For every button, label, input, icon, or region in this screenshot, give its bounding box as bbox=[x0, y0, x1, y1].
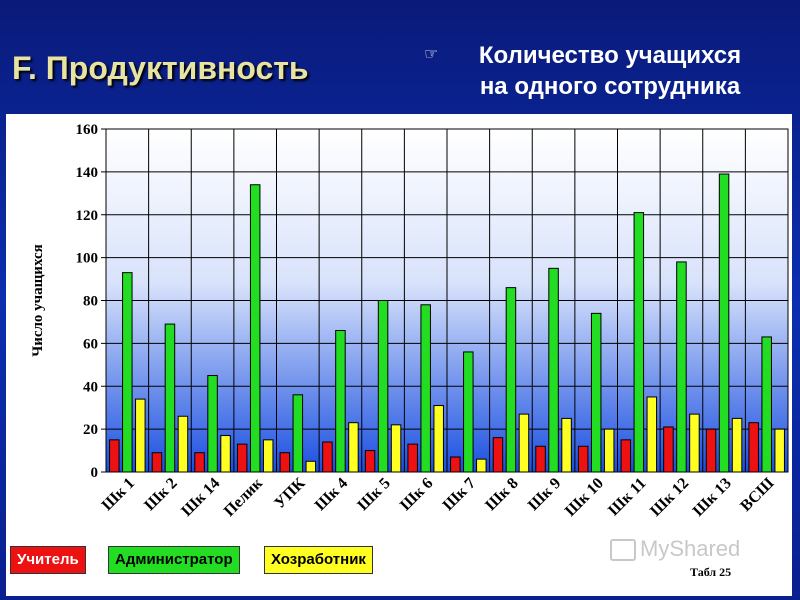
bar-teacher bbox=[194, 452, 205, 473]
x-tick-label: Шк 11 bbox=[605, 475, 649, 519]
bar-support bbox=[348, 422, 359, 473]
bar-administrator bbox=[207, 375, 218, 473]
bar-support bbox=[177, 415, 189, 473]
x-tick-label: Шк 1 bbox=[99, 475, 138, 514]
bar-teacher bbox=[705, 428, 717, 473]
bar-teacher bbox=[620, 439, 632, 473]
bar-teacher bbox=[279, 452, 291, 473]
bar-administrator bbox=[676, 261, 687, 473]
bar-administrator bbox=[122, 272, 133, 473]
x-tick-label: Пелик bbox=[221, 474, 267, 520]
plot-border bbox=[105, 128, 789, 473]
y-tick-label: 0 bbox=[91, 465, 99, 481]
watermark-text: MyShared bbox=[640, 536, 741, 561]
table-label: Табл 25 bbox=[690, 565, 732, 579]
bar-administrator bbox=[590, 312, 602, 473]
y-tick-label: 100 bbox=[76, 251, 99, 267]
x-tick-label: ВСШ bbox=[737, 475, 777, 515]
bar-administrator bbox=[505, 287, 517, 473]
bar-administrator bbox=[463, 351, 474, 473]
x-tick-label: Шк 4 bbox=[312, 475, 351, 514]
bar-administrator bbox=[420, 304, 431, 473]
watermark: MyShared bbox=[610, 536, 740, 562]
bar-administrator bbox=[249, 184, 261, 473]
x-tick-label: Шк 10 bbox=[562, 475, 607, 520]
x-tick-label: Шк 2 bbox=[141, 475, 180, 514]
bullet-icon: ☞ bbox=[424, 44, 439, 63]
x-tick-label: Шк 6 bbox=[397, 475, 436, 514]
bar-support bbox=[561, 417, 572, 473]
bar-teacher bbox=[407, 443, 418, 473]
bar-teacher bbox=[151, 452, 163, 473]
bar-administrator bbox=[548, 267, 559, 473]
bar-teacher bbox=[322, 441, 333, 473]
legend-teacher: Учитель bbox=[10, 546, 86, 574]
bar-support bbox=[774, 428, 785, 473]
subtitle-line-1: Количество учащихся bbox=[478, 42, 742, 69]
bar-teacher bbox=[663, 426, 674, 473]
bar-administrator bbox=[633, 212, 645, 473]
bar-administrator bbox=[164, 323, 176, 473]
bar-teacher bbox=[450, 456, 461, 473]
bar-support bbox=[689, 413, 700, 473]
y-tick-label: 140 bbox=[76, 165, 99, 181]
bar-support bbox=[220, 435, 231, 473]
x-tick-label: Шк 14 bbox=[178, 475, 223, 520]
bar-teacher bbox=[492, 437, 504, 473]
bar-support bbox=[305, 460, 317, 473]
x-tick-label: УПК bbox=[271, 475, 309, 513]
chart-panel: 0 20 40 60 80 100 120 140 160 Шк 1 Шк 2 Шк 14 Пелик У… bbox=[6, 114, 792, 596]
bar-administrator bbox=[377, 300, 389, 473]
bar-support bbox=[476, 458, 487, 473]
x-tick-label: Шк 9 bbox=[525, 475, 564, 514]
bar-support bbox=[262, 439, 274, 473]
bar-teacher bbox=[364, 450, 376, 473]
chart-subtitle: Количество учащихся на одного сотрудника bbox=[440, 40, 780, 102]
y-tick-label: 160 bbox=[76, 122, 99, 138]
bar-teacher bbox=[535, 445, 546, 473]
slide-title: F. Продуктивность bbox=[12, 50, 309, 86]
bar-administrator bbox=[761, 336, 772, 473]
bar-support bbox=[433, 405, 444, 473]
bar-administrator bbox=[718, 173, 730, 473]
bar-support bbox=[646, 396, 658, 473]
bar-support bbox=[518, 413, 530, 473]
presentation-icon bbox=[610, 539, 636, 562]
bar-teacher bbox=[236, 443, 248, 473]
bar-support bbox=[603, 428, 615, 473]
bar-teacher bbox=[748, 422, 759, 473]
bar-teacher bbox=[577, 445, 589, 473]
bar-teacher bbox=[109, 439, 120, 473]
x-tick-label: Шк 8 bbox=[482, 475, 521, 514]
y-tick-label: 40 bbox=[83, 379, 98, 395]
subtitle-line-2: на одного сотрудника bbox=[479, 73, 741, 100]
legend-administrator: Администратор bbox=[108, 546, 240, 574]
x-tick-label: Шк 5 bbox=[354, 475, 393, 514]
bar-support bbox=[731, 417, 743, 473]
bar-support bbox=[390, 424, 402, 473]
y-tick-label: 60 bbox=[83, 336, 98, 352]
x-tick-label: Шк 12 bbox=[647, 475, 692, 520]
bar-administrator bbox=[292, 394, 304, 473]
legend-support-staff: Хозработник bbox=[264, 546, 373, 574]
bar-administrator bbox=[335, 330, 346, 473]
bar-support bbox=[135, 398, 146, 473]
x-tick-label: Шк 7 bbox=[440, 475, 479, 514]
x-tick-label: Шк 13 bbox=[690, 475, 735, 520]
y-tick-label: 80 bbox=[83, 294, 98, 310]
y-axis-label: Число учащихся bbox=[30, 244, 46, 357]
y-tick-label: 120 bbox=[76, 208, 99, 224]
y-tick-label: 20 bbox=[83, 422, 98, 438]
